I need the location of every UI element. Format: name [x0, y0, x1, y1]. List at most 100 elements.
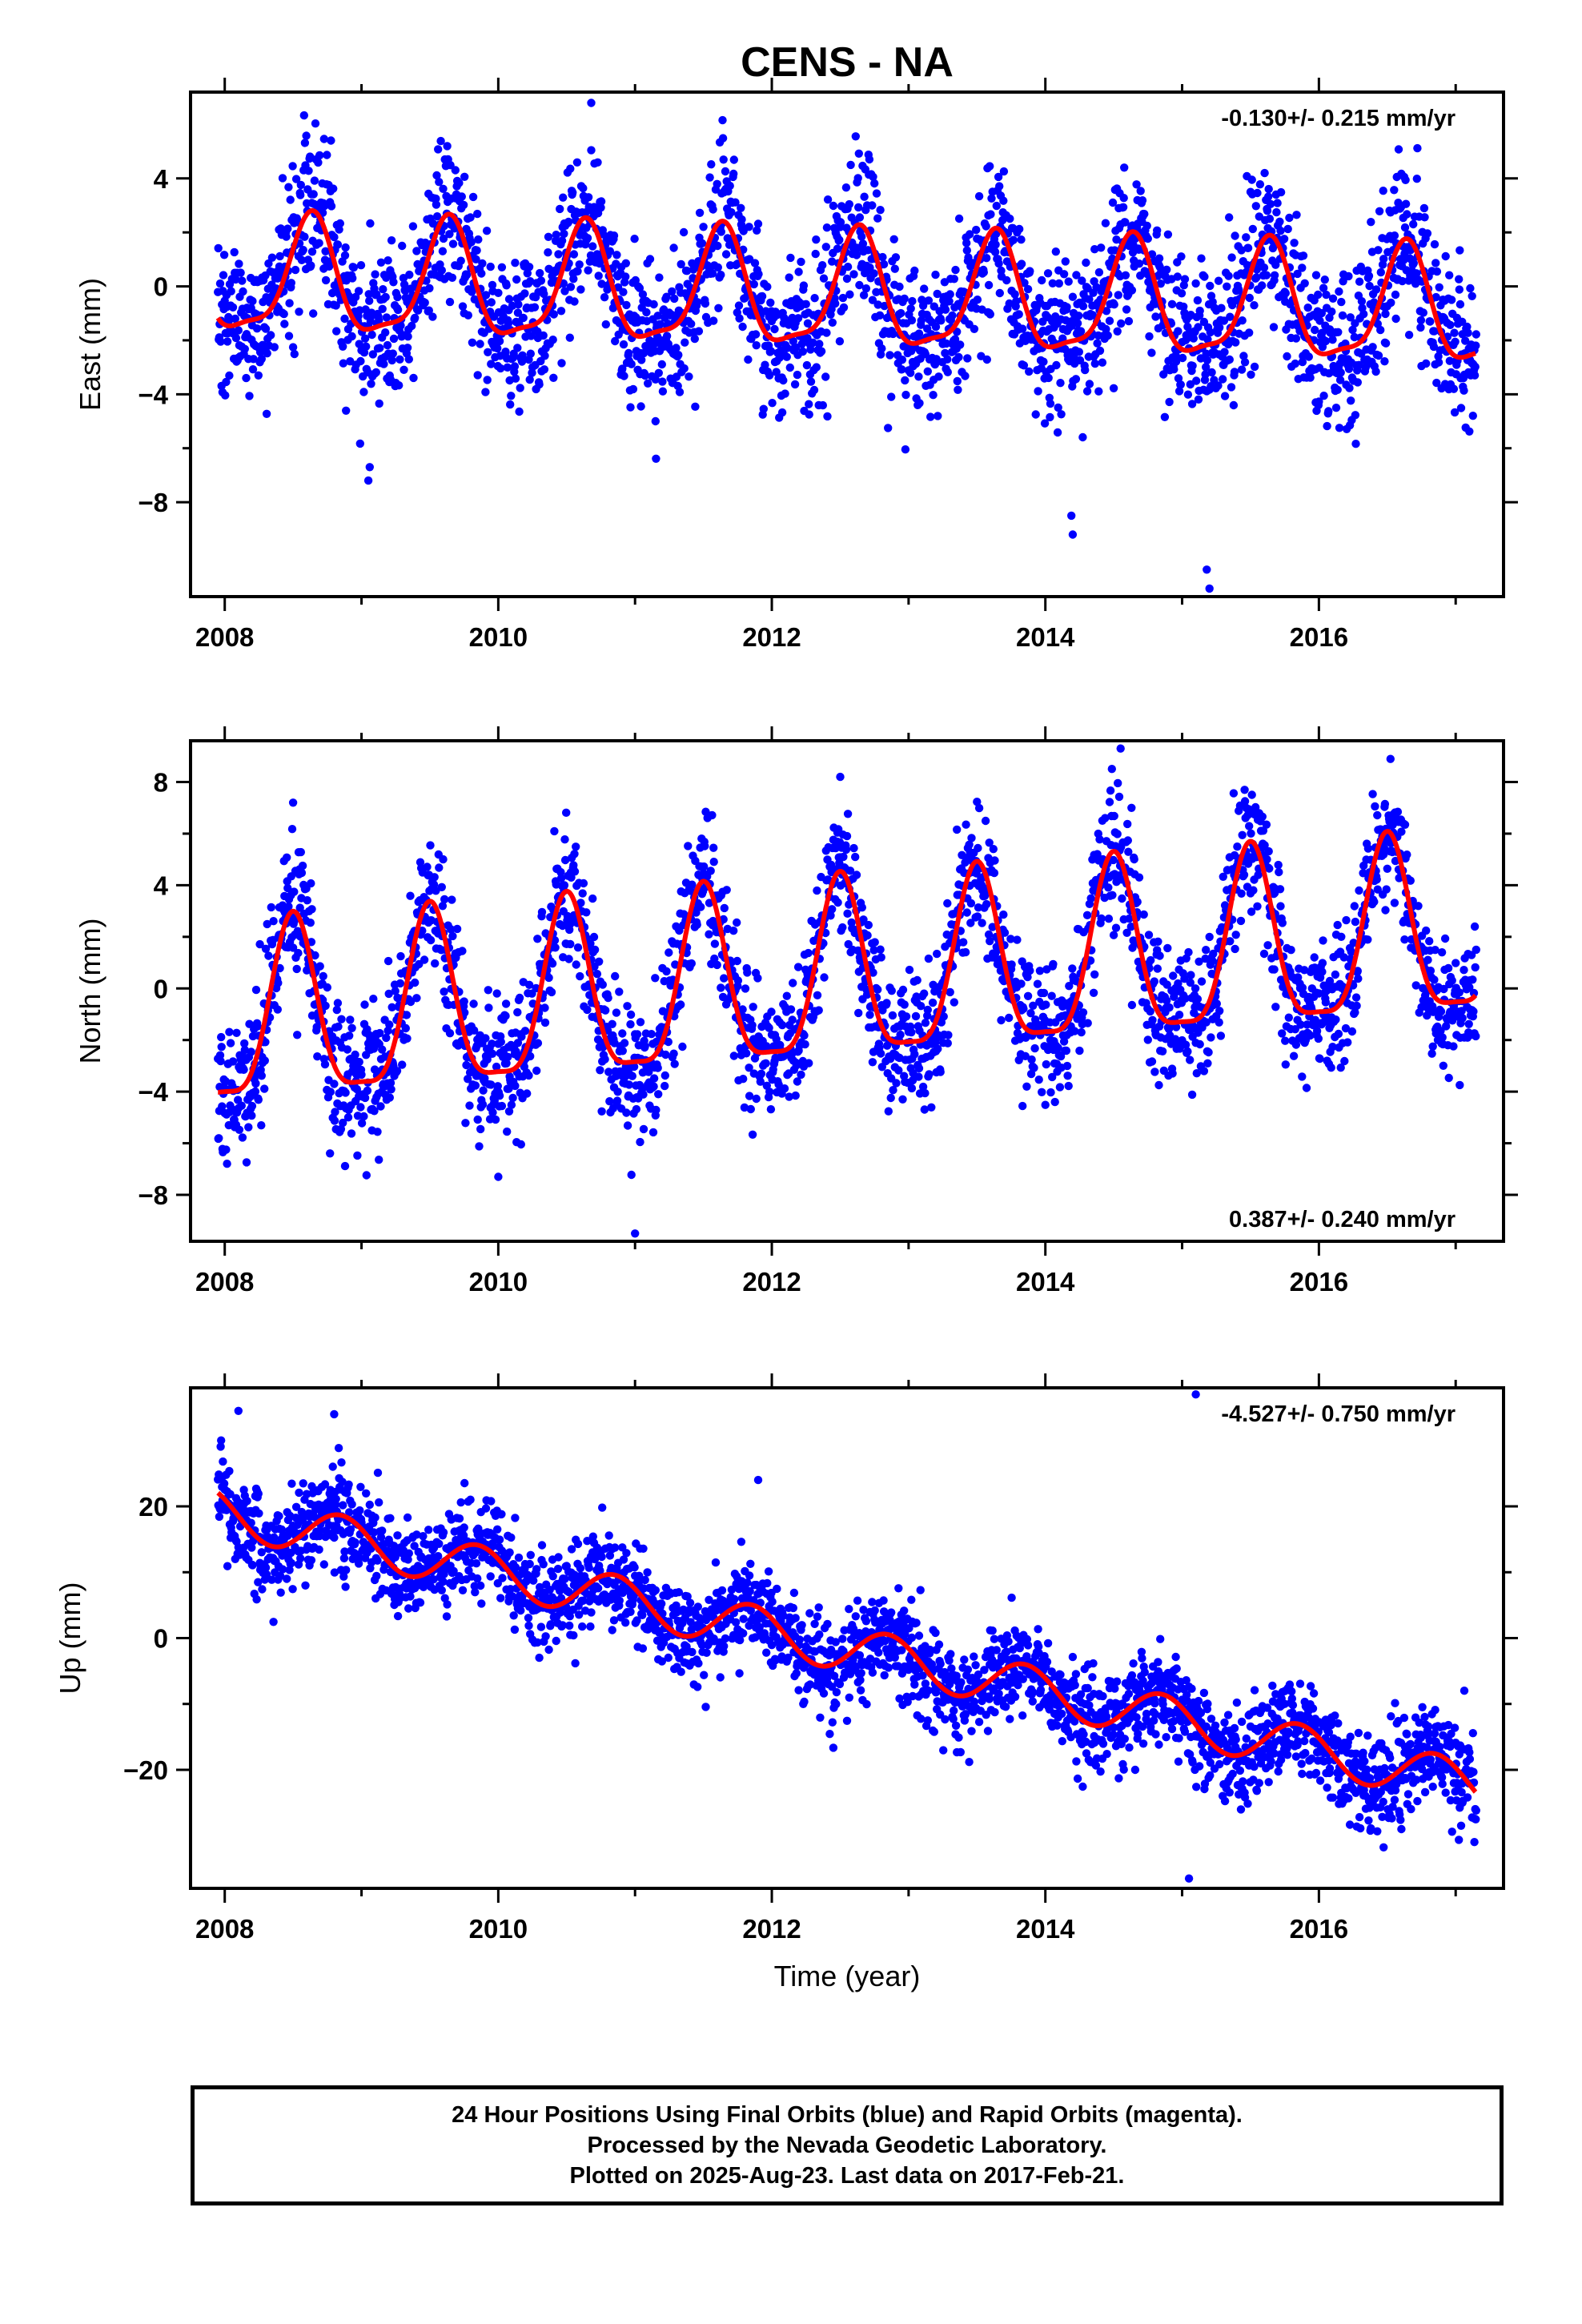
data-point — [849, 270, 858, 279]
data-point — [1239, 870, 1249, 879]
data-point — [389, 278, 398, 287]
data-point — [619, 287, 628, 296]
data-point — [805, 410, 813, 419]
data-point — [739, 1075, 748, 1084]
data-point — [404, 355, 413, 364]
data-point — [717, 983, 725, 992]
data-point — [845, 290, 854, 299]
data-point — [573, 943, 583, 952]
data-point — [554, 250, 563, 259]
data-point — [907, 1084, 917, 1093]
data-point — [927, 1103, 936, 1112]
data-point — [1291, 334, 1301, 343]
data-point — [1303, 304, 1312, 312]
data-point — [1333, 385, 1342, 394]
data-point — [437, 266, 446, 275]
data-point — [1351, 411, 1360, 420]
data-point — [369, 995, 378, 1003]
data-point — [843, 263, 853, 271]
data-point — [1046, 1088, 1055, 1097]
data-point — [1200, 272, 1209, 281]
data-point — [1456, 246, 1464, 255]
data-point — [658, 387, 668, 396]
data-point — [321, 275, 331, 285]
data-point — [709, 205, 717, 214]
data-point — [901, 376, 909, 385]
data-point — [813, 991, 822, 1000]
data-point — [1119, 194, 1128, 203]
data-point — [934, 372, 943, 381]
data-point — [439, 234, 448, 243]
data-point — [645, 255, 655, 263]
data-point — [1447, 296, 1456, 304]
data-point — [1202, 946, 1211, 955]
data-point — [638, 290, 648, 299]
data-point — [315, 239, 323, 247]
data-point — [1178, 353, 1187, 363]
data-point — [557, 359, 566, 368]
data-point — [448, 273, 457, 282]
data-point — [228, 303, 238, 312]
data-point — [267, 331, 275, 340]
y-axis-label-east: East (mm) — [74, 278, 106, 411]
data-point — [1134, 259, 1144, 268]
data-point — [887, 987, 897, 995]
data-point — [556, 204, 564, 214]
data-point — [804, 948, 813, 958]
data-point — [451, 166, 460, 175]
data-point — [297, 868, 307, 878]
data-point — [1113, 327, 1122, 336]
data-point — [1283, 352, 1291, 361]
data-point — [575, 260, 584, 269]
data-point — [295, 308, 303, 316]
data-point — [1136, 187, 1145, 195]
data-point — [432, 171, 441, 180]
data-point — [254, 1096, 263, 1104]
data-point — [937, 316, 946, 325]
data-point — [294, 948, 303, 958]
data-point — [472, 246, 481, 255]
data-point — [264, 951, 273, 960]
data-point — [597, 1107, 606, 1116]
data-point — [639, 1090, 648, 1099]
data-point — [1047, 991, 1056, 1000]
data-point — [697, 239, 707, 247]
data-point — [853, 174, 862, 183]
data-point — [513, 308, 523, 317]
data-point — [1292, 211, 1301, 219]
data-point — [1215, 1018, 1223, 1027]
data-point — [720, 974, 729, 983]
data-point — [587, 146, 596, 155]
data-point — [1019, 1004, 1028, 1013]
data-point — [1192, 1069, 1202, 1078]
data-point — [473, 371, 482, 380]
data-point — [822, 328, 831, 337]
data-point — [468, 192, 478, 202]
data-point — [333, 999, 343, 1007]
data-point — [327, 288, 337, 298]
data-point — [227, 287, 235, 296]
data-point — [647, 1030, 656, 1039]
data-point — [487, 360, 496, 368]
data-point — [1158, 1047, 1167, 1056]
data-point — [611, 336, 620, 346]
data-point — [1278, 919, 1287, 927]
data-point — [517, 357, 527, 366]
data-point — [1055, 1083, 1065, 1092]
data-point — [733, 918, 741, 927]
data-point — [261, 324, 271, 333]
data-point — [621, 272, 630, 281]
data-point — [1263, 941, 1272, 950]
data-point — [560, 229, 568, 239]
data-point — [1109, 384, 1118, 392]
data-point — [1046, 399, 1055, 408]
data-point — [388, 349, 397, 358]
data-point — [649, 1074, 659, 1083]
data-point — [879, 259, 889, 269]
data-point — [514, 300, 523, 309]
data-point — [1075, 1046, 1084, 1055]
data-point — [1113, 830, 1122, 838]
data-point — [770, 324, 779, 334]
data-point — [503, 1127, 512, 1136]
data-point — [1259, 949, 1269, 959]
